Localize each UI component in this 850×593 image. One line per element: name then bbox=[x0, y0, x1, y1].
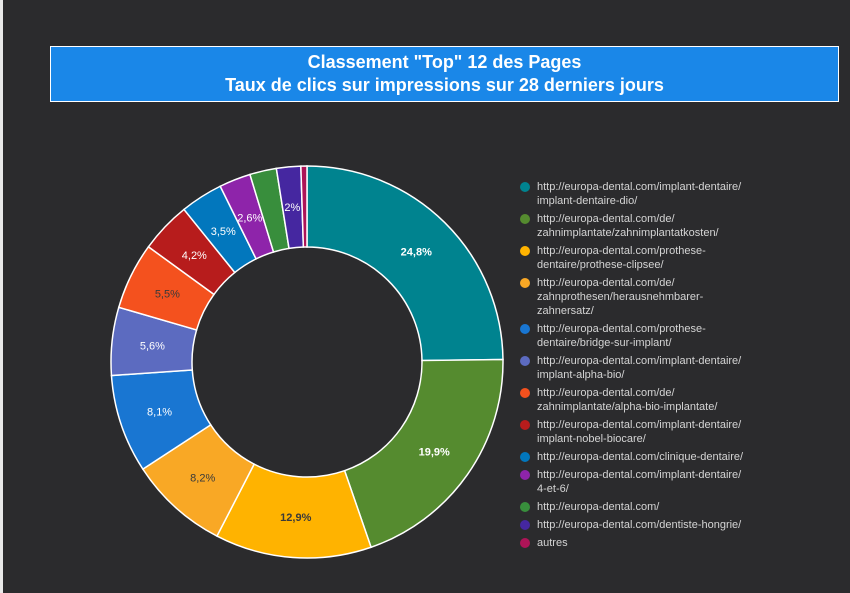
legend-swatch bbox=[520, 452, 530, 462]
slice-data-label: 24,8% bbox=[401, 246, 432, 258]
legend-item[interactable]: http://europa-dental.com/dentiste-hongri… bbox=[520, 518, 840, 532]
legend-label: http://europa-dental.com/implant-dentair… bbox=[537, 419, 742, 445]
slice-data-label: 2% bbox=[284, 202, 300, 214]
slice-data-label: 5,6% bbox=[140, 340, 165, 352]
legend-label: http://europa-dental.com/implant-dentair… bbox=[537, 355, 742, 381]
chart-title-box: Classement "Top" 12 des Pages Taux de cl… bbox=[50, 46, 839, 102]
legend-label: http://europa-dental.com/clinique-dentai… bbox=[537, 451, 744, 463]
legend-swatch bbox=[520, 388, 530, 398]
slice-data-label: 19,9% bbox=[419, 446, 450, 458]
legend-swatch bbox=[520, 538, 530, 548]
slice-data-label: 12,9% bbox=[280, 512, 311, 524]
legend-item[interactable]: http://europa-dental.com/implant-dentair… bbox=[520, 468, 840, 496]
legend-swatch bbox=[520, 278, 530, 288]
legend-swatch bbox=[520, 356, 530, 366]
legend-label: http://europa-dental.com/implant-dentair… bbox=[537, 181, 742, 207]
legend-label: http://europa-dental.com/de/ zahnimplant… bbox=[537, 213, 719, 239]
legend-label: http://europa-dental.com/prothese- denta… bbox=[537, 323, 706, 349]
chart-subtitle: Taux de clics sur impressions sur 28 der… bbox=[225, 75, 664, 95]
chart-title: Classement "Top" 12 des Pages bbox=[307, 52, 582, 72]
legend-item[interactable]: http://europa-dental.com/implant-dentair… bbox=[520, 354, 840, 382]
legend-swatch bbox=[520, 502, 530, 512]
legend-swatch bbox=[520, 520, 530, 530]
legend-item[interactable]: http://europa-dental.com/prothese- denta… bbox=[520, 322, 840, 350]
slice-data-label: 8,2% bbox=[190, 472, 215, 484]
legend-swatch bbox=[520, 420, 530, 430]
pie-slice[interactable] bbox=[343, 358, 504, 549]
legend-item[interactable]: http://europa-dental.com/implant-dentair… bbox=[520, 418, 840, 446]
legend-swatch bbox=[520, 324, 530, 334]
legend-swatch bbox=[520, 214, 530, 224]
legend-item[interactable]: http://europa-dental.com/prothese- denta… bbox=[520, 244, 840, 272]
legend-item[interactable]: http://europa-dental.com/clinique-dentai… bbox=[520, 450, 840, 464]
legend-item[interactable]: autres bbox=[520, 536, 840, 550]
legend-label: autres bbox=[537, 537, 568, 549]
legend-label: http://europa-dental.com/prothese- denta… bbox=[537, 245, 706, 271]
legend-label: http://europa-dental.com/de/ zahnprothes… bbox=[537, 277, 704, 317]
legend-label: http://europa-dental.com/ bbox=[537, 501, 660, 513]
legend-item[interactable]: http://europa-dental.com/de/ zahnimplant… bbox=[520, 386, 840, 414]
slice-data-label: 3,5% bbox=[211, 226, 236, 238]
slice-data-label: 5,5% bbox=[155, 289, 180, 301]
slice-data-label: 8,1% bbox=[147, 406, 172, 418]
legend-item[interactable]: http://europa-dental.com/ bbox=[520, 500, 840, 514]
legend-item[interactable]: http://europa-dental.com/de/ zahnimplant… bbox=[520, 212, 840, 240]
slice-data-label: 2,6% bbox=[237, 212, 262, 224]
pie-slice[interactable] bbox=[306, 165, 504, 362]
legend-swatch bbox=[520, 246, 530, 256]
pie-slice[interactable] bbox=[300, 165, 308, 248]
window-edge bbox=[0, 0, 3, 593]
chart-legend: http://europa-dental.com/implant-dentair… bbox=[520, 180, 840, 554]
legend-item[interactable]: http://europa-dental.com/de/ zahnprothes… bbox=[520, 276, 840, 318]
legend-item[interactable]: http://europa-dental.com/implant-dentair… bbox=[520, 180, 840, 208]
legend-swatch bbox=[520, 182, 530, 192]
legend-label: http://europa-dental.com/implant-dentair… bbox=[537, 469, 742, 495]
slice-data-label: 4,2% bbox=[182, 250, 207, 262]
legend-label: http://europa-dental.com/de/ zahnimplant… bbox=[537, 387, 718, 413]
legend-label: http://europa-dental.com/dentiste-hongri… bbox=[537, 519, 742, 531]
legend-swatch bbox=[520, 470, 530, 480]
